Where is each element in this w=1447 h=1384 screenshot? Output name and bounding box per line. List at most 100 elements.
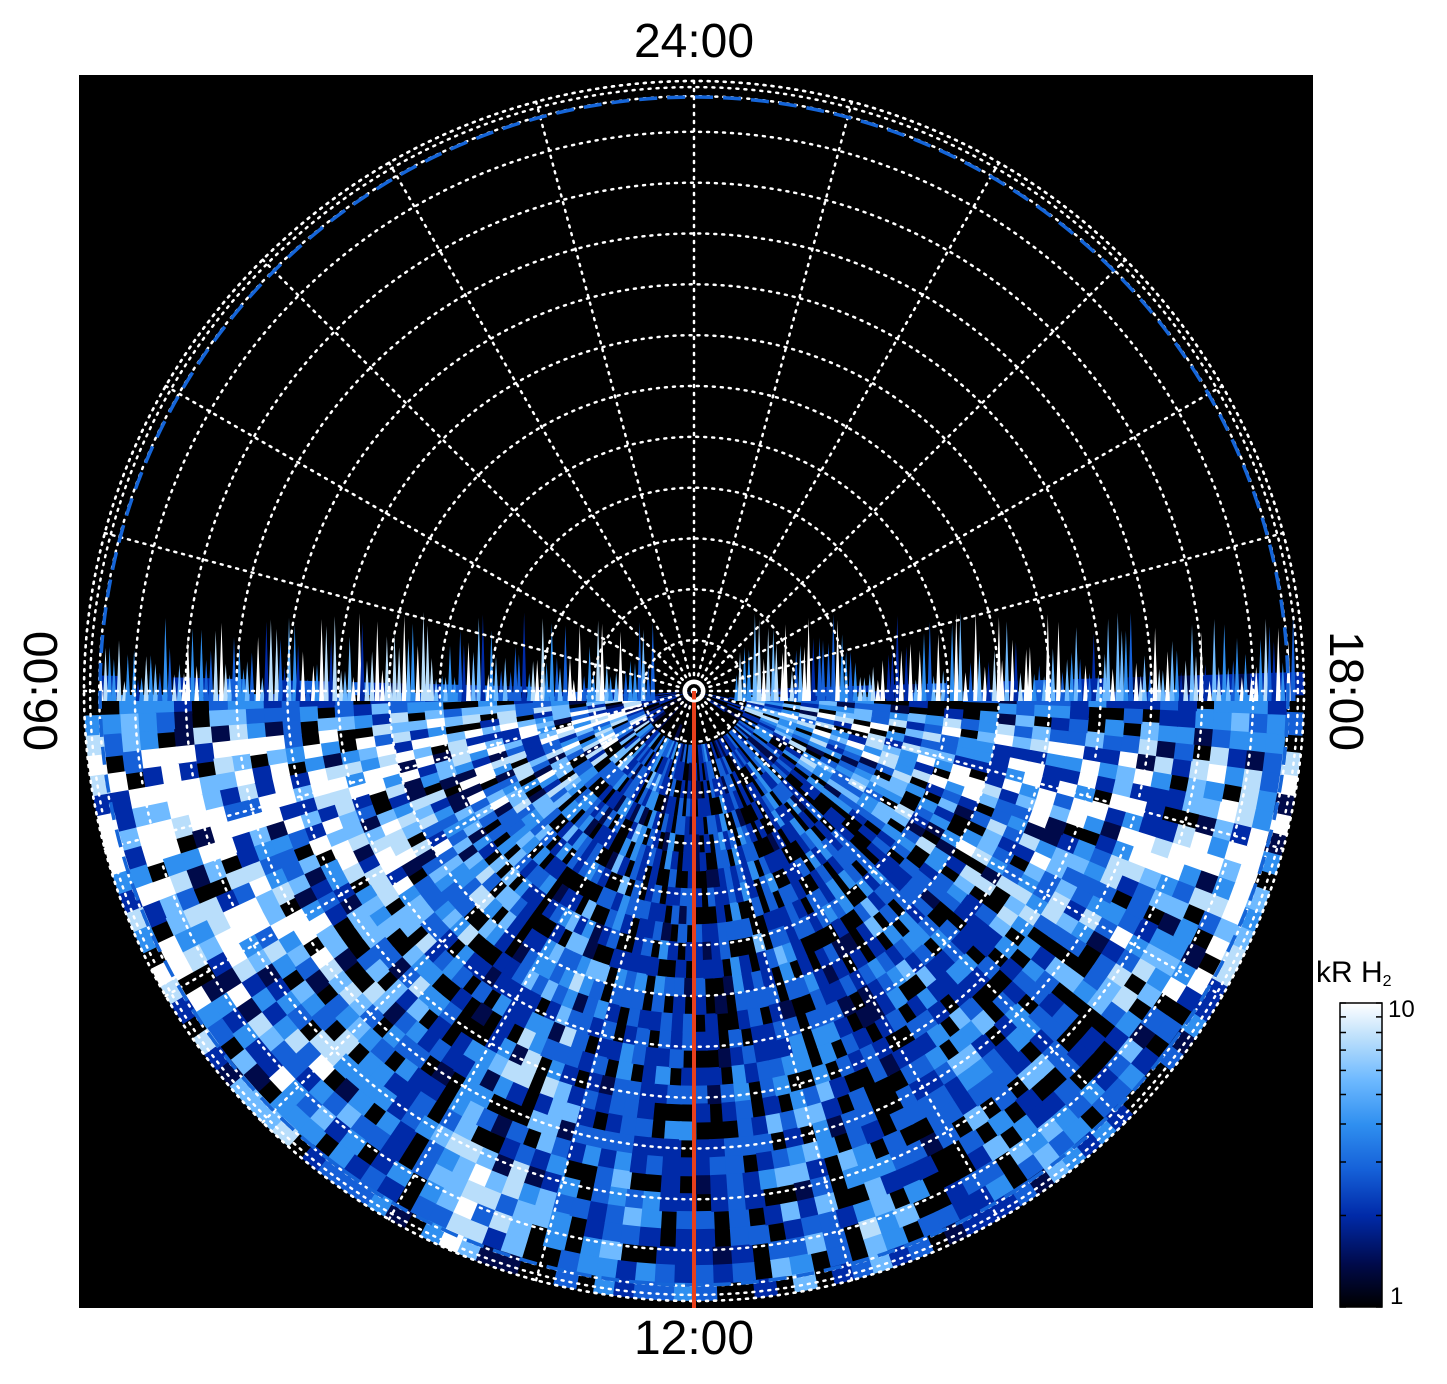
- emission-cell: [495, 769, 516, 785]
- emission-cell: [209, 725, 231, 746]
- emission-cell: [551, 712, 572, 722]
- emission-cell: [534, 798, 555, 816]
- emission-cell: [242, 1063, 272, 1093]
- emission-cell: [725, 1154, 745, 1176]
- emission-cell: [332, 882, 357, 906]
- emission-cell: [416, 763, 438, 780]
- emission-cell: [624, 707, 644, 716]
- emission-cell: [499, 727, 520, 740]
- emission-cell: [391, 875, 415, 898]
- emission-cell: [608, 714, 628, 725]
- emission-cell: [590, 718, 610, 728]
- emission-cell: [507, 848, 528, 868]
- emission-cell: [412, 903, 436, 926]
- emission-cell: [699, 852, 707, 872]
- emission-cell: [584, 772, 602, 789]
- emission-cell: [245, 722, 267, 742]
- emission-cell: [605, 705, 625, 713]
- emission-cell: [979, 710, 1000, 724]
- emission-cell: [587, 706, 607, 714]
- emission-cell: [384, 828, 408, 849]
- emission-cell: [385, 783, 407, 801]
- emission-cell: [651, 993, 666, 1014]
- emission-cell: [148, 801, 172, 827]
- emission-cell: [140, 841, 165, 868]
- emission-cell: [498, 722, 519, 733]
- emission-cell: [346, 904, 371, 929]
- emission-cell: [638, 1226, 661, 1248]
- emission-cell: [468, 749, 490, 763]
- emission-cell: [506, 819, 527, 838]
- emission-cell: [370, 703, 390, 717]
- emission-cell: [388, 702, 408, 716]
- emission-cell: [390, 905, 415, 928]
- emission-cell: [469, 797, 491, 815]
- emission-cell: [522, 739, 542, 752]
- emission-cell: [477, 699, 498, 708]
- emission-cell: [370, 713, 391, 728]
- emission-cell: [579, 736, 599, 750]
- emission-cell: [352, 704, 373, 718]
- emission-cell: [523, 744, 544, 758]
- emission-cell: [513, 853, 534, 874]
- emission-cell: [635, 723, 653, 737]
- emission-cell: [138, 730, 160, 754]
- emission-cell: [198, 774, 221, 797]
- emission-cell: [464, 735, 486, 748]
- emission-cell: [429, 797, 452, 815]
- emission-cell: [531, 793, 551, 811]
- emission-cell: [368, 836, 392, 857]
- emission-cell: [485, 744, 507, 758]
- emission-cell: [402, 777, 424, 795]
- emission-cell: [581, 740, 601, 753]
- emission-cell: [658, 695, 677, 703]
- emission-cell: [1084, 731, 1106, 749]
- emission-cell: [456, 768, 478, 785]
- emission-cell: [421, 856, 445, 877]
- emission-cell: [631, 718, 649, 731]
- lt-label-left: 06:00: [15, 630, 68, 752]
- emission-cell: [714, 994, 728, 1015]
- emission-cell: [694, 1103, 711, 1123]
- emission-cell: [392, 802, 415, 821]
- emission-cell: [592, 723, 612, 735]
- emission-cell: [325, 870, 350, 894]
- emission-cell: [470, 756, 492, 771]
- emission-cell: [461, 714, 481, 725]
- emission-cell: [162, 780, 186, 805]
- emission-cell: [421, 821, 444, 841]
- emission-cell: [640, 727, 656, 742]
- emission-cell: [396, 811, 419, 831]
- emission-cell: [512, 797, 533, 816]
- emission-cell: [622, 700, 642, 707]
- emission-cell: [264, 735, 286, 754]
- emission-cell: [412, 804, 435, 823]
- emission-cell: [694, 1228, 716, 1249]
- emission-cell: [443, 715, 464, 728]
- emission-cell: [1195, 708, 1215, 730]
- emission-cell: [447, 888, 470, 911]
- emission-cell: [439, 774, 461, 791]
- emission-cell: [474, 891, 497, 913]
- emission-cell: [352, 843, 376, 865]
- emission-cell: [549, 787, 569, 805]
- emission-cell: [597, 760, 615, 777]
- emission-cell: [552, 791, 572, 809]
- emission-cell: [441, 908, 464, 931]
- emission-cell: [524, 813, 545, 833]
- emission-cell: [357, 854, 382, 876]
- emission-cell: [508, 792, 529, 810]
- emission-cell: [434, 873, 457, 895]
- emission-cell: [436, 928, 460, 952]
- emission-cell: [503, 739, 524, 752]
- emission-cell: [486, 823, 508, 843]
- emission-cell: [373, 846, 397, 868]
- emission-cell: [619, 731, 637, 746]
- emission-cell: [490, 756, 511, 771]
- emission-cell: [395, 847, 418, 869]
- emission-cell: [654, 1065, 671, 1086]
- emission-cell: [400, 856, 424, 878]
- colorbar-unit: kR H: [1316, 956, 1383, 989]
- emission-cell: [414, 932, 439, 956]
- emission-cell: [628, 713, 647, 725]
